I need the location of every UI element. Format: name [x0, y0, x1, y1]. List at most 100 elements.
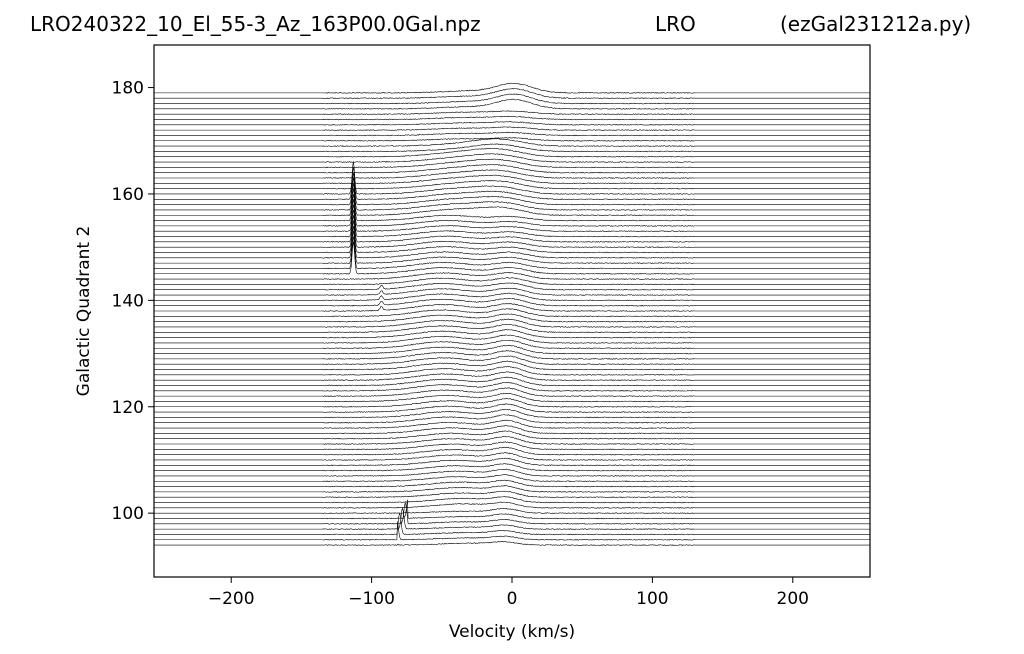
chart-script-title: (ezGal231212a.py) — [780, 12, 972, 36]
spectrum-trace — [154, 188, 870, 222]
chart-file-title: LRO240322_10_El_55-3_Az_163P00.0Gal.npz — [30, 12, 481, 36]
spectrum-trace — [154, 496, 870, 504]
spectrum-trace — [154, 82, 870, 94]
spectrum-trace — [154, 499, 870, 520]
spectrum-trace — [154, 408, 870, 419]
spectrum-trace — [154, 194, 870, 227]
y-tick-label: 140 — [112, 291, 144, 311]
spectrum-trace — [154, 297, 870, 307]
spectrum-trace — [154, 138, 870, 147]
spectrum-trace — [154, 392, 870, 403]
chart-observatory-title: LRO — [655, 12, 696, 36]
spectrum-trace — [154, 177, 870, 211]
y-axis-label: Galactic Quadrant 2 — [74, 226, 94, 397]
y-tick-label: 100 — [112, 504, 144, 524]
spectrum-trace — [154, 507, 870, 530]
spectrum-trace — [154, 435, 870, 445]
spectrum-trace — [154, 350, 870, 360]
spectrum-trace — [154, 512, 870, 536]
spectrum-trace — [154, 355, 870, 366]
spectrum-trace — [154, 479, 870, 488]
x-tick-label: 100 — [636, 589, 668, 609]
spectrum-trace — [154, 468, 870, 477]
spectrum-trace — [154, 183, 870, 217]
spectrum-trace — [154, 446, 870, 456]
spectrum-trace — [154, 501, 870, 525]
x-tick-label: 200 — [777, 589, 809, 609]
spectrum-trace — [154, 226, 870, 259]
spectrum-trace — [154, 507, 870, 514]
spectrum-trace — [154, 308, 870, 318]
x-tick-label: −100 — [348, 589, 395, 609]
spectrum-trace — [154, 318, 870, 328]
spectrum-trace — [154, 115, 870, 121]
spectrum-trace — [154, 387, 870, 397]
spectrum-trace — [154, 302, 870, 312]
spectrum-trace — [154, 419, 870, 429]
spectrum-trace — [154, 521, 870, 541]
spectrum-trace — [154, 163, 870, 174]
trace-group — [154, 82, 870, 546]
y-tick-label: 180 — [112, 79, 144, 99]
spectrum-trace — [154, 88, 870, 100]
spectrum-trace — [154, 430, 870, 440]
spectrum-trace — [154, 501, 870, 509]
spectrum-trace — [154, 98, 870, 110]
spectrum-trace — [154, 241, 870, 275]
y-axis: 100 120 140 160 180 — [112, 79, 154, 524]
x-axis-label: Velocity (km/s) — [449, 622, 575, 642]
spectrum-trace — [154, 174, 870, 185]
spectrum-trace — [154, 147, 870, 158]
spectrum-trace — [154, 161, 870, 195]
spectrum-trace — [154, 271, 870, 280]
spectrum-trace — [154, 425, 870, 435]
spectrum-trace — [154, 452, 870, 461]
spectrum-trace — [154, 376, 870, 387]
spectrum-trace — [154, 398, 870, 408]
spectrum-trace — [154, 282, 870, 291]
spectrum-trace — [154, 541, 870, 546]
spectrum-trace — [154, 215, 870, 248]
x-axis: −200 −100 0 100 200 — [208, 577, 809, 609]
spectrum-trace — [154, 172, 870, 206]
spectrum-trace — [154, 339, 870, 350]
spectrum-trace — [154, 169, 870, 179]
spectrum-trace — [154, 323, 870, 334]
spectrum-trace — [154, 292, 870, 302]
spectrum-trace — [154, 126, 870, 131]
spectrum-trace — [154, 381, 870, 392]
spectrum-trace — [154, 474, 870, 483]
spectrum-trace — [154, 403, 870, 413]
spectrum-trace — [154, 220, 870, 254]
spectrum-trace — [154, 167, 870, 201]
spectrum-trace — [154, 441, 870, 451]
spectrum-trace — [154, 180, 870, 190]
spectrum-trace — [154, 414, 870, 424]
spectrum-trace — [154, 287, 870, 296]
spectrum-trace — [154, 457, 870, 467]
y-tick-label: 120 — [112, 398, 144, 418]
spectrum-trace — [154, 230, 870, 264]
spectrum-trace — [154, 199, 870, 232]
spectrum-trace — [154, 329, 870, 339]
spectrum-trace — [154, 153, 870, 163]
spectrum-trace — [154, 93, 870, 105]
spectrum-trace — [154, 366, 870, 376]
spectrum-trace — [154, 313, 870, 323]
spectrum-trace — [154, 143, 870, 153]
spectrum-trace — [154, 131, 870, 137]
x-tick-label: 0 — [507, 589, 518, 609]
spectrum-trace — [154, 110, 870, 115]
spectrum-trace — [154, 121, 870, 126]
spectrum-trace — [154, 236, 870, 270]
spectrum-trace — [154, 204, 870, 238]
spectrum-trace — [154, 137, 870, 142]
x-tick-label: −200 — [208, 589, 255, 609]
spectrum-trace — [154, 344, 870, 355]
spectrum-trace — [154, 158, 870, 169]
y-tick-label: 160 — [112, 185, 144, 205]
spectrum-trace — [154, 484, 870, 493]
spectrum-trace — [154, 360, 870, 371]
spectrum-trace — [154, 277, 870, 286]
